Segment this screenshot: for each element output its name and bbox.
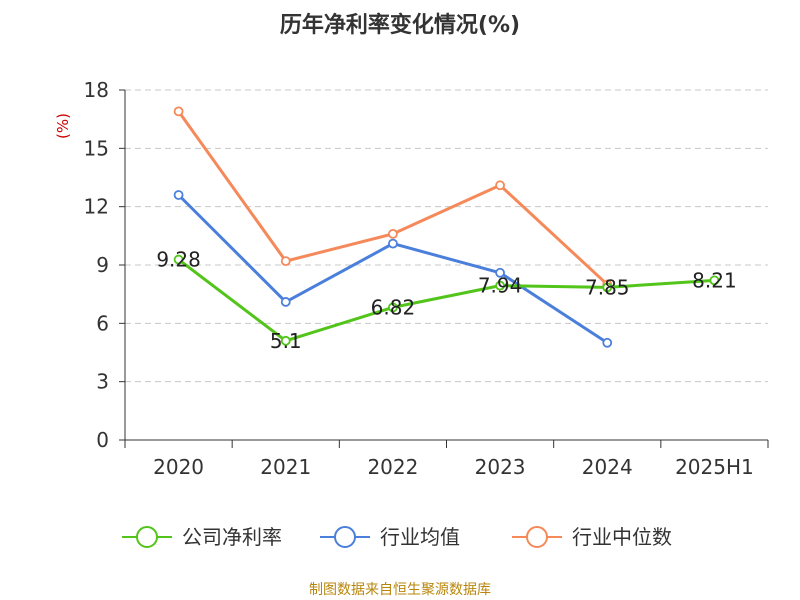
y-tick-label: 3 [96, 370, 109, 394]
legend-marker [136, 526, 158, 548]
x-tick-label: 2023 [475, 455, 526, 479]
chart-title: 历年净利率变化情况(%) [280, 12, 520, 38]
data-label: 6.82 [371, 295, 416, 319]
grid-lines [125, 89, 768, 383]
x-tick-label: 2020 [153, 455, 204, 479]
data-point[interactable] [173, 106, 184, 117]
data-point[interactable] [495, 267, 505, 278]
data-label: 7.85 [585, 275, 630, 299]
legend[interactable]: 公司净利率 行业均值 行业中位数 [122, 525, 672, 549]
legend-item-1[interactable]: 行业均值 [320, 525, 460, 549]
y-tick-label: 0 [96, 428, 109, 452]
y-tick-label: 6 [96, 311, 109, 335]
data-point[interactable] [602, 282, 613, 293]
data-point[interactable] [280, 256, 291, 267]
axes: 0 3 6 9 12 15 18 2020 2021 2022 2023 2024 2025H1 [84, 78, 769, 479]
data-label: 8.21 [692, 268, 737, 292]
data-labels: 9.28 5.1 6.82 7.94 7.85 8.21 [156, 248, 736, 353]
x-tick-label: 2024 [582, 455, 633, 479]
data-point[interactable] [495, 280, 505, 291]
data-label: 9.28 [156, 248, 201, 272]
legend-label: 行业均值 [380, 525, 460, 549]
data-point[interactable] [173, 190, 184, 200]
data-point[interactable] [602, 337, 613, 348]
data-point[interactable] [173, 254, 184, 265]
x-tick-label: 2022 [367, 455, 418, 479]
y-tick-label: 18 [84, 78, 109, 102]
series-line-1 [177, 193, 609, 345]
data-point[interactable] [388, 228, 398, 239]
y-tick-label: 15 [84, 136, 109, 160]
legend-label: 公司净利率 [182, 525, 282, 549]
y-axis-label: (%) [54, 113, 72, 139]
y-tick-label: 12 [84, 195, 109, 219]
source-note: 制图数据来自恒生聚源数据库 [309, 582, 491, 598]
series-lines [173, 106, 720, 348]
legend-item-2[interactable]: 行业中位数 [512, 525, 672, 549]
series-line-0 [177, 258, 715, 343]
data-point[interactable] [388, 238, 398, 249]
data-point[interactable] [280, 335, 291, 346]
legend-item-0[interactable]: 公司净利率 [122, 525, 282, 549]
y-tick-label: 9 [96, 253, 109, 277]
legend-label: 行业中位数 [572, 525, 672, 549]
data-point[interactable] [709, 275, 720, 286]
data-label: 7.94 [478, 274, 523, 298]
data-point[interactable] [495, 180, 505, 191]
data-point[interactable] [280, 297, 291, 307]
legend-marker [526, 526, 548, 548]
x-tick-label: 2021 [260, 455, 311, 479]
legend-marker [334, 526, 356, 548]
data-point[interactable] [388, 302, 398, 313]
x-tick-label: 2025H1 [675, 455, 754, 479]
data-label: 5.1 [270, 329, 302, 353]
